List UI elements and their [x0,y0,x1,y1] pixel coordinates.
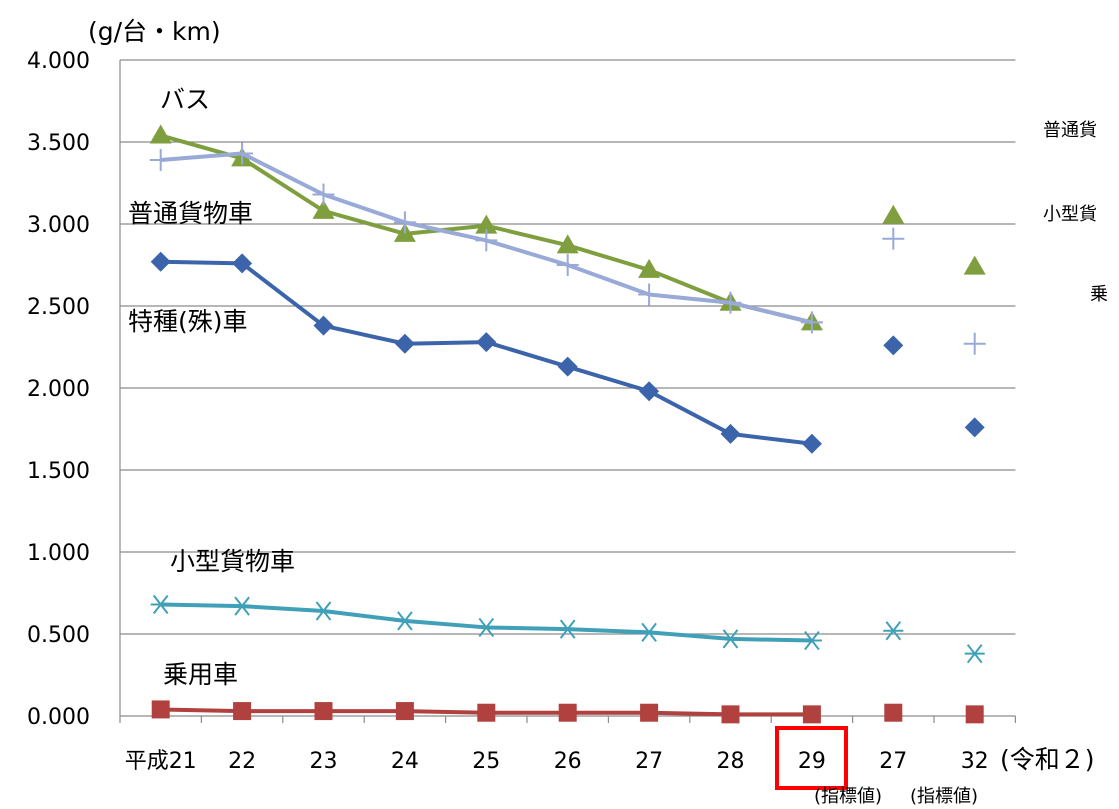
x-tick-label: 28 [717,749,745,774]
data-point [965,705,984,724]
y-tick-label: 0.000 [27,705,90,730]
data-point [883,621,904,641]
series-layer [149,124,986,724]
data-point [720,423,741,444]
data-point [476,617,497,638]
data-point [149,149,172,172]
x-tick-label: 29 [798,749,826,774]
data-point [639,381,660,402]
data-point [558,703,577,722]
data-point [963,332,986,355]
data-point [882,204,905,224]
data-point [233,702,252,721]
data-point [312,199,335,219]
data-point [313,601,334,621]
x-tick-label: 24 [391,749,419,774]
data-point [476,332,497,353]
x-note-1: (指標値) [814,786,882,807]
data-point [964,417,985,438]
y-tick-labels: 4.000 3.500 3.000 2.500 2.000 1.500 1.000 0.500… [27,49,90,730]
series-square [151,700,984,724]
x-tick-label: 25 [472,749,500,774]
reiwa-label: (令和２) [1000,745,1095,774]
x-note-2: (指標値) [910,786,978,807]
data-point [395,702,414,721]
series-diamond [150,251,985,454]
x-tick-label: 27 [879,749,907,774]
data-point [720,629,741,649]
y-tick-label: 4.000 [27,49,90,74]
data-point [638,283,661,306]
x-tick-label: 平成21 [125,749,197,774]
y-tick-label: 3.500 [27,131,90,156]
series-label: 普通貨物車 [128,199,253,228]
series-label: 特種(殊)車 [128,307,248,336]
x-tick-label: 27 [635,749,663,774]
data-point [721,705,740,724]
data-point [150,251,171,272]
data-point [394,333,415,354]
data-point [393,211,416,234]
data-point [639,622,660,642]
data-point [638,258,661,278]
grid [120,59,1016,635]
data-point [475,214,498,234]
data-point [719,291,742,314]
data-point [556,254,579,276]
data-point [964,644,985,664]
data-point [314,702,333,721]
highlight-box [775,726,848,790]
data-point [882,227,905,250]
x-tick-label: 26 [554,749,582,774]
series-triangle [149,124,986,331]
data-point [231,142,254,165]
data-point [640,703,659,722]
data-point [150,594,171,615]
x-tick-label: 22 [228,749,256,774]
right-cut-label: 乗 [1090,284,1108,305]
x-tick-label: 32 [961,749,989,774]
series-plus [149,142,986,355]
x-tick-label: 23 [310,749,338,774]
y-tick-label: 2.000 [27,377,90,402]
y-tick-label: 1.000 [27,541,90,566]
data-point [149,124,172,144]
data-point [394,611,415,631]
y-unit-label: (g/台・km) [88,17,221,46]
data-point [232,253,253,274]
x-axis: 平成21 22 23 24 25 26 27 28 29 27 32 [119,60,1017,774]
y-tick-label: 1.500 [27,459,90,484]
data-point [801,433,822,454]
data-point [151,700,170,719]
series-label: バス [160,85,210,114]
data-point [800,311,823,334]
series-line [160,602,812,643]
data-point [883,335,904,356]
y-tick-label: 3.000 [27,213,90,238]
data-point [557,356,578,377]
data-point [477,703,496,722]
data-point [963,255,986,275]
data-point [802,705,821,724]
right-cut-label: 小型貨 [1043,204,1097,225]
data-point [556,234,579,254]
data-point [557,619,578,639]
data-point [801,630,822,651]
series-label: 小型貨物車 [170,547,295,576]
series-label: 乗用車 [163,660,238,689]
y-tick-label: 2.500 [27,295,90,320]
data-point [475,229,498,252]
data-point [884,703,903,722]
data-point [312,183,335,206]
y-tick-label: 0.500 [27,623,90,648]
data-point [232,596,253,616]
right-cut-label: 普通貨 [1043,120,1097,141]
series-line [160,259,813,446]
data-point [313,315,334,336]
series-star [150,594,985,664]
